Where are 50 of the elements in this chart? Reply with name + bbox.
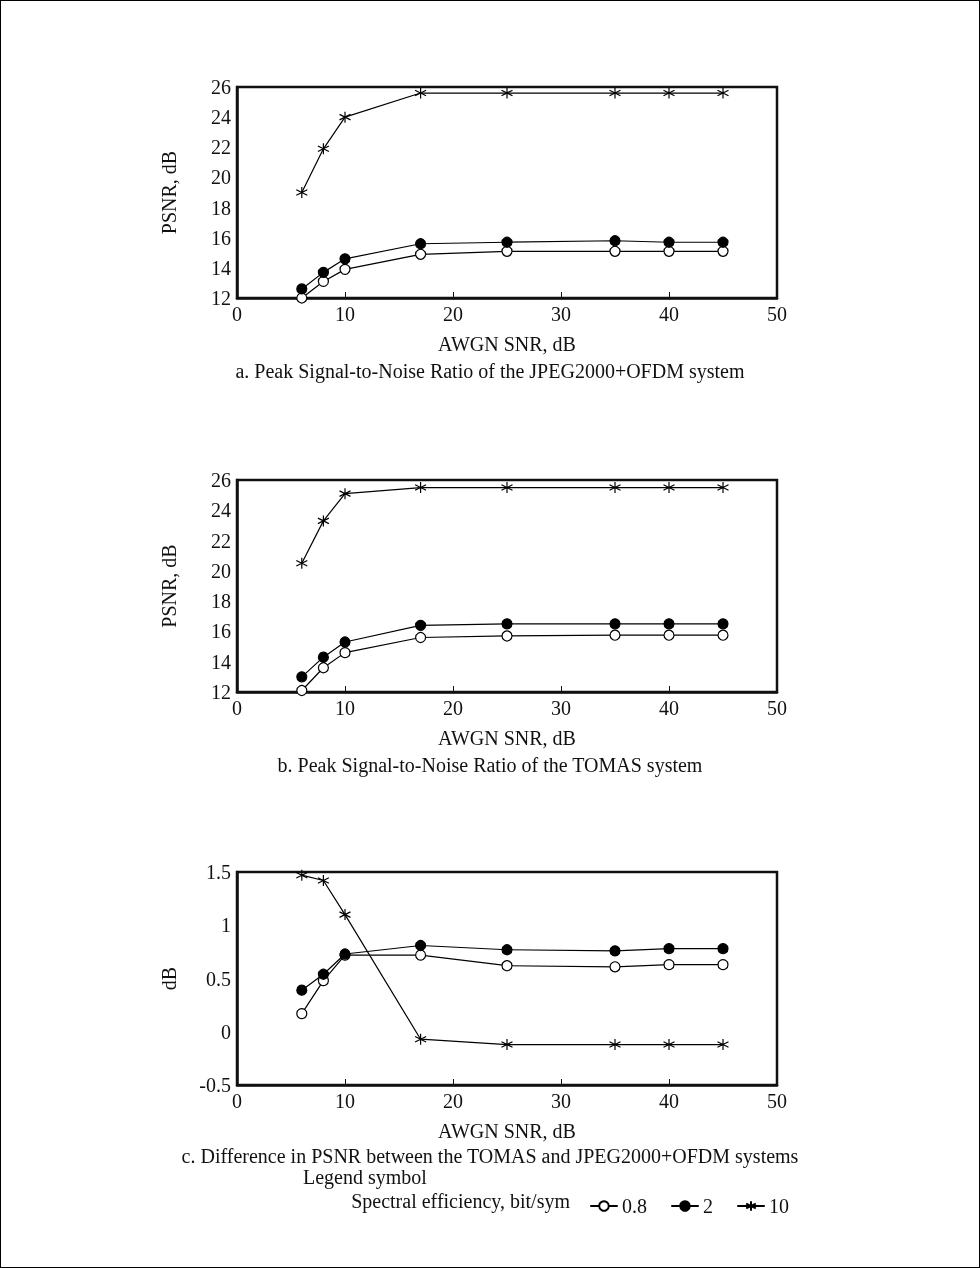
x-tick-label: 40 [659, 303, 679, 325]
text: b. Peak Signal-to-Noise Ratio of the TOMAS system [277, 754, 703, 777]
legend-label: 2 [703, 1195, 713, 1217]
x-tick-label: 30 [551, 303, 571, 325]
y-tick-label: 14 [211, 650, 231, 673]
y-tick-label: 0 [221, 1020, 231, 1043]
y-tick-label: 20 [211, 166, 231, 189]
x-tick-label: 10 [335, 303, 355, 325]
y-tick-label: 12 [211, 681, 231, 703]
y-tick-label: 18 [211, 196, 231, 219]
x-tick-label: 50 [767, 697, 787, 719]
y-axis-title: dB [158, 966, 180, 991]
legend-label: 10 [769, 1195, 789, 1217]
x-axis-title: AWGN SNR, dB [438, 333, 576, 355]
legend-title: Spectral efficiency, bit/sym [351, 1190, 571, 1213]
y-tick-label: -0.5 [199, 1074, 231, 1096]
x-axis-title: AWGN SNR, dB [438, 1120, 576, 1142]
x-tick-label: 50 [767, 303, 787, 325]
y-tick-label: 22 [211, 136, 231, 159]
x-tick-label: 10 [335, 1090, 355, 1112]
x-tick-label: 40 [659, 697, 679, 719]
x-tick-label: 10 [335, 697, 355, 719]
x-axis-title: AWGN SNR, dB [438, 727, 576, 749]
y-tick-label: 1 [221, 914, 231, 937]
x-tick-label: 20 [443, 697, 463, 719]
y-tick-label: 24 [211, 106, 231, 129]
y-tick-label: 12 [211, 287, 231, 309]
y-tick-label: 16 [211, 620, 231, 643]
x-tick-label: 30 [551, 1090, 571, 1112]
y-tick-label: 18 [211, 590, 231, 613]
y-tick-label: 14 [211, 256, 231, 279]
x-tick-label: 30 [551, 697, 571, 719]
y-tick-label: 22 [211, 529, 231, 552]
legend-label: 0.8 [622, 1195, 647, 1217]
text: c. Difference in PSNR between the TOMAS and JPEG2000+OFDM systems [181, 1145, 799, 1168]
text: a. Peak Signal-to-Noise Ratio of the JPEG2000+OFDM system [235, 360, 745, 383]
y-tick-label: 0.5 [206, 967, 231, 990]
y-tick-label: 16 [211, 226, 231, 249]
x-tick-label: 20 [443, 1090, 463, 1112]
x-tick-label: 50 [767, 1090, 787, 1112]
x-tick-label: 40 [659, 1090, 679, 1112]
y-tick-label: 20 [211, 559, 231, 582]
y-tick-label: 1.5 [206, 861, 231, 883]
x-tick-label: 20 [443, 303, 463, 325]
y-tick-label: 26 [211, 76, 231, 98]
y-tick-label: 24 [211, 499, 231, 522]
text: Legend symbol [303, 1166, 428, 1189]
y-axis-title: PSNR, dB [158, 150, 180, 235]
y-axis-title: PSNR, dB [158, 544, 180, 628]
y-tick-label: 26 [211, 469, 231, 491]
